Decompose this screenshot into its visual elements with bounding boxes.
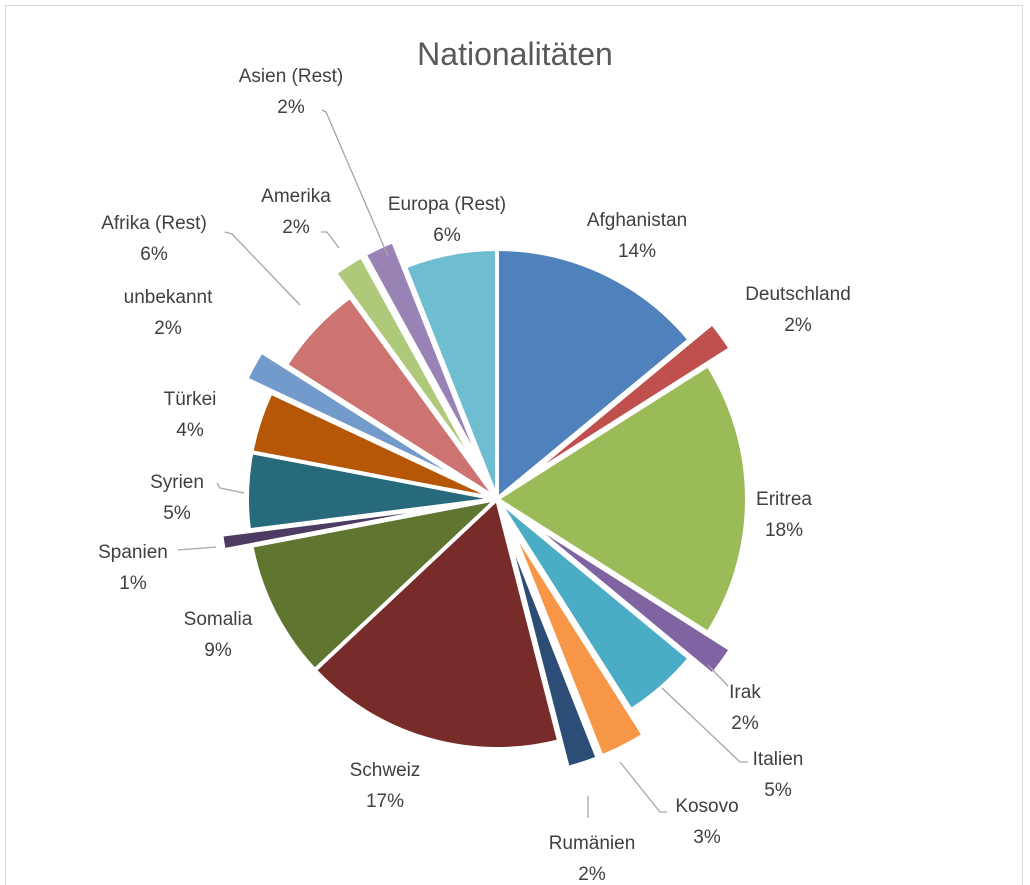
data-label-percent: 2% — [282, 217, 310, 238]
data-label: Rumänien 2% — [549, 833, 636, 882]
data-label: Eritrea 18% — [756, 489, 812, 541]
data-label-percent: 4% — [176, 420, 204, 441]
data-label-name: Kosovo — [675, 796, 738, 817]
data-label-name: Eritrea — [756, 489, 812, 510]
data-label: Irak 2% — [729, 682, 761, 734]
data-label-percent: 1% — [119, 573, 147, 594]
data-label-percent: 3% — [693, 827, 721, 848]
leader-line — [707, 664, 729, 687]
pie-slice-rumänien — [503, 523, 600, 770]
data-label-name: Asien (Rest) — [239, 66, 344, 87]
pie-slice-schweiz — [312, 497, 562, 751]
leader-line — [619, 761, 667, 813]
data-label-percent: 2% — [578, 864, 606, 882]
data-label-name: Deutschland — [745, 284, 851, 305]
data-label-name: Europa (Rest) — [388, 194, 506, 215]
data-label-percent: 2% — [154, 318, 182, 339]
data-label-name: Syrien — [150, 472, 204, 493]
data-label-percent: 9% — [204, 640, 232, 661]
data-label: Italien 5% — [753, 749, 804, 801]
data-label-name: Schweiz — [350, 760, 421, 781]
data-label: Spanien 1% — [98, 542, 168, 594]
data-label-name: Irak — [729, 682, 761, 703]
pie-slice-italien — [495, 497, 692, 713]
data-label-name: Türkei — [164, 389, 217, 410]
data-label-percent: 14% — [618, 241, 656, 262]
pie-slice-eritrea — [495, 363, 749, 635]
data-label: Europa (Rest) 6% — [388, 194, 506, 246]
data-label-percent: 2% — [784, 315, 812, 336]
leader-line — [216, 482, 245, 494]
data-label: Asien (Rest) 2% — [239, 66, 344, 118]
data-label-percent: 17% — [366, 791, 404, 812]
data-label: Deutschland 2% — [745, 284, 851, 336]
pie-slice-deutschland — [517, 321, 733, 485]
data-label: Syrien 5% — [150, 472, 204, 524]
data-label: Amerika 2% — [261, 186, 331, 238]
data-label-percent: 6% — [433, 225, 461, 246]
data-label-percent: 2% — [277, 97, 305, 118]
pie-slice-kosovo — [507, 521, 646, 759]
chart-title: Nationalitäten — [417, 36, 613, 72]
pie-slice-amerika — [333, 254, 484, 478]
leader-line — [321, 109, 389, 257]
data-label-percent: 18% — [765, 520, 803, 541]
pie-slice-somalia — [249, 497, 499, 673]
data-label-percent: 6% — [140, 244, 168, 265]
data-label-name: Afghanistan — [587, 210, 687, 231]
data-label-percent: 2% — [731, 713, 759, 734]
pie-slice-spanien — [219, 501, 472, 553]
leader-line — [661, 687, 748, 763]
pie-slice-asien-rest — [362, 239, 488, 476]
data-label-name: Afrika (Rest) — [101, 213, 207, 234]
data-label: Türkei 4% — [164, 389, 217, 441]
data-label-name: Rumänien — [549, 833, 636, 854]
data-label: Afrika (Rest) 6% — [101, 213, 207, 265]
data-label: Afghanistan 14% — [587, 210, 687, 262]
data-label-percent: 5% — [163, 503, 191, 524]
leader-line — [321, 231, 340, 249]
data-label: Somalia 9% — [184, 609, 253, 661]
leader-line — [224, 231, 301, 306]
data-label-percent: 5% — [764, 780, 792, 801]
data-label: unbekannt 2% — [124, 287, 213, 339]
data-label: Kosovo 3% — [675, 796, 738, 848]
data-label-name: Somalia — [184, 609, 253, 630]
pie-slice-afghanistan — [495, 247, 692, 501]
data-label: Schweiz 17% — [350, 760, 421, 812]
pie-slice-europa-rest — [402, 247, 499, 501]
data-label-name: Italien — [753, 749, 804, 770]
data-label-name: Amerika — [261, 186, 331, 207]
leader-line — [177, 546, 217, 551]
data-label-name: unbekannt — [124, 287, 213, 308]
pie-slice-irak — [517, 513, 733, 677]
data-label-name: Spanien — [98, 542, 168, 563]
pie-slice-unbekannt — [244, 349, 475, 488]
